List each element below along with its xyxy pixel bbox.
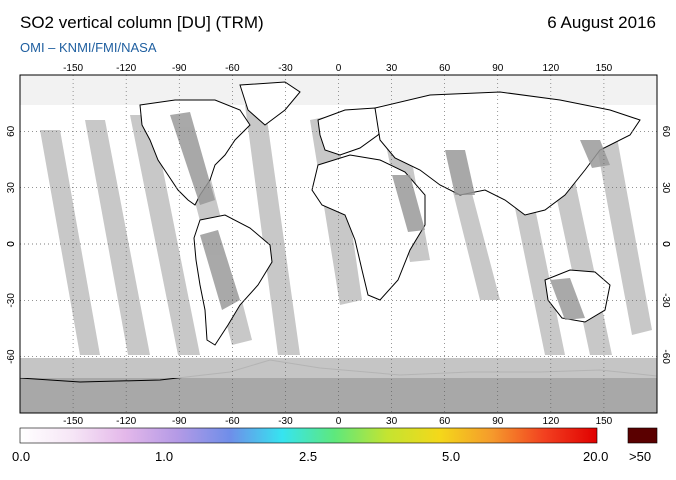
lat-tick-label: 60: [6, 125, 17, 137]
europe: [317, 107, 391, 156]
lon-tick-label: 90: [492, 416, 504, 427]
graticule: [20, 75, 657, 413]
lat-tick-label: -60: [6, 349, 17, 364]
colorbar-label-3: 5.0: [442, 449, 461, 464]
lon-tick-label: 0: [336, 63, 342, 74]
lat-tick-label: 0: [6, 241, 17, 247]
lat-tick-label: 0: [660, 241, 671, 247]
map-frame: [19, 74, 658, 414]
colorbar-label-overflow: >50: [629, 449, 652, 464]
lat-tick-label: 30: [6, 182, 17, 194]
lat-tick-label: 0: [660, 241, 671, 247]
lon-tick-label: 120: [542, 63, 559, 74]
lon-tick-label: -120: [116, 416, 136, 427]
colorbar-label-2: 2.5: [299, 449, 318, 464]
lon-tick-label: -30: [278, 416, 293, 427]
lon-tick-label: 120: [542, 416, 559, 427]
lon-tick-label: 150: [596, 63, 613, 74]
lat-tick-label: 0: [6, 241, 17, 247]
lon-tick-label: -150: [63, 416, 83, 427]
greenland: [239, 81, 301, 126]
lon-tick-label: 30: [386, 416, 398, 427]
map-title: SO2 vertical column [DU] (TRM): [20, 13, 264, 32]
colorbar: [19, 427, 598, 444]
lat-tick-label: -30: [6, 293, 17, 308]
lat-tick-label: 30: [660, 182, 671, 194]
lon-ticks-top: -150 -120 -90 -60 -30 0 30 60 90 120 150: [63, 63, 613, 74]
asia: [374, 91, 641, 216]
map-date: 6 August 2016: [547, 13, 656, 32]
lat-tick-label: -60: [660, 349, 671, 364]
colorbar-label-1: 1.0: [155, 449, 174, 464]
lon-tick-label: 60: [439, 416, 451, 427]
lon-tick-label: 60: [439, 63, 451, 74]
lon-tick-label: 90: [492, 63, 504, 74]
lon-tick-label: -60: [225, 63, 240, 74]
lat-tick-label: -30: [660, 293, 671, 308]
lon-tick-label: -90: [172, 416, 187, 427]
data-credit: OMI – KNMI/FMI/NASA: [20, 40, 157, 55]
land-gaps: [170, 112, 610, 320]
lon-ticks-bottom: -150 -120 -90 -60 -30 0 30 60 90 120 150: [63, 416, 613, 427]
lon-tick-label: -120: [116, 63, 136, 74]
lon-tick-label: -90: [172, 63, 187, 74]
lon-tick-label: -150: [63, 63, 83, 74]
colorbar-overflow-swatch: [627, 427, 658, 444]
lon-tick-label: 150: [596, 416, 613, 427]
lon-tick-label: 30: [386, 63, 398, 74]
lon-tick-label: 0: [336, 416, 342, 427]
colorbar-label-0: 0.0: [12, 449, 31, 464]
lon-tick-label: -60: [225, 416, 240, 427]
lon-tick-label: -30: [278, 63, 293, 74]
lat-tick-label: 60: [660, 126, 671, 138]
colorbar-label-4: 20.0: [583, 449, 609, 464]
